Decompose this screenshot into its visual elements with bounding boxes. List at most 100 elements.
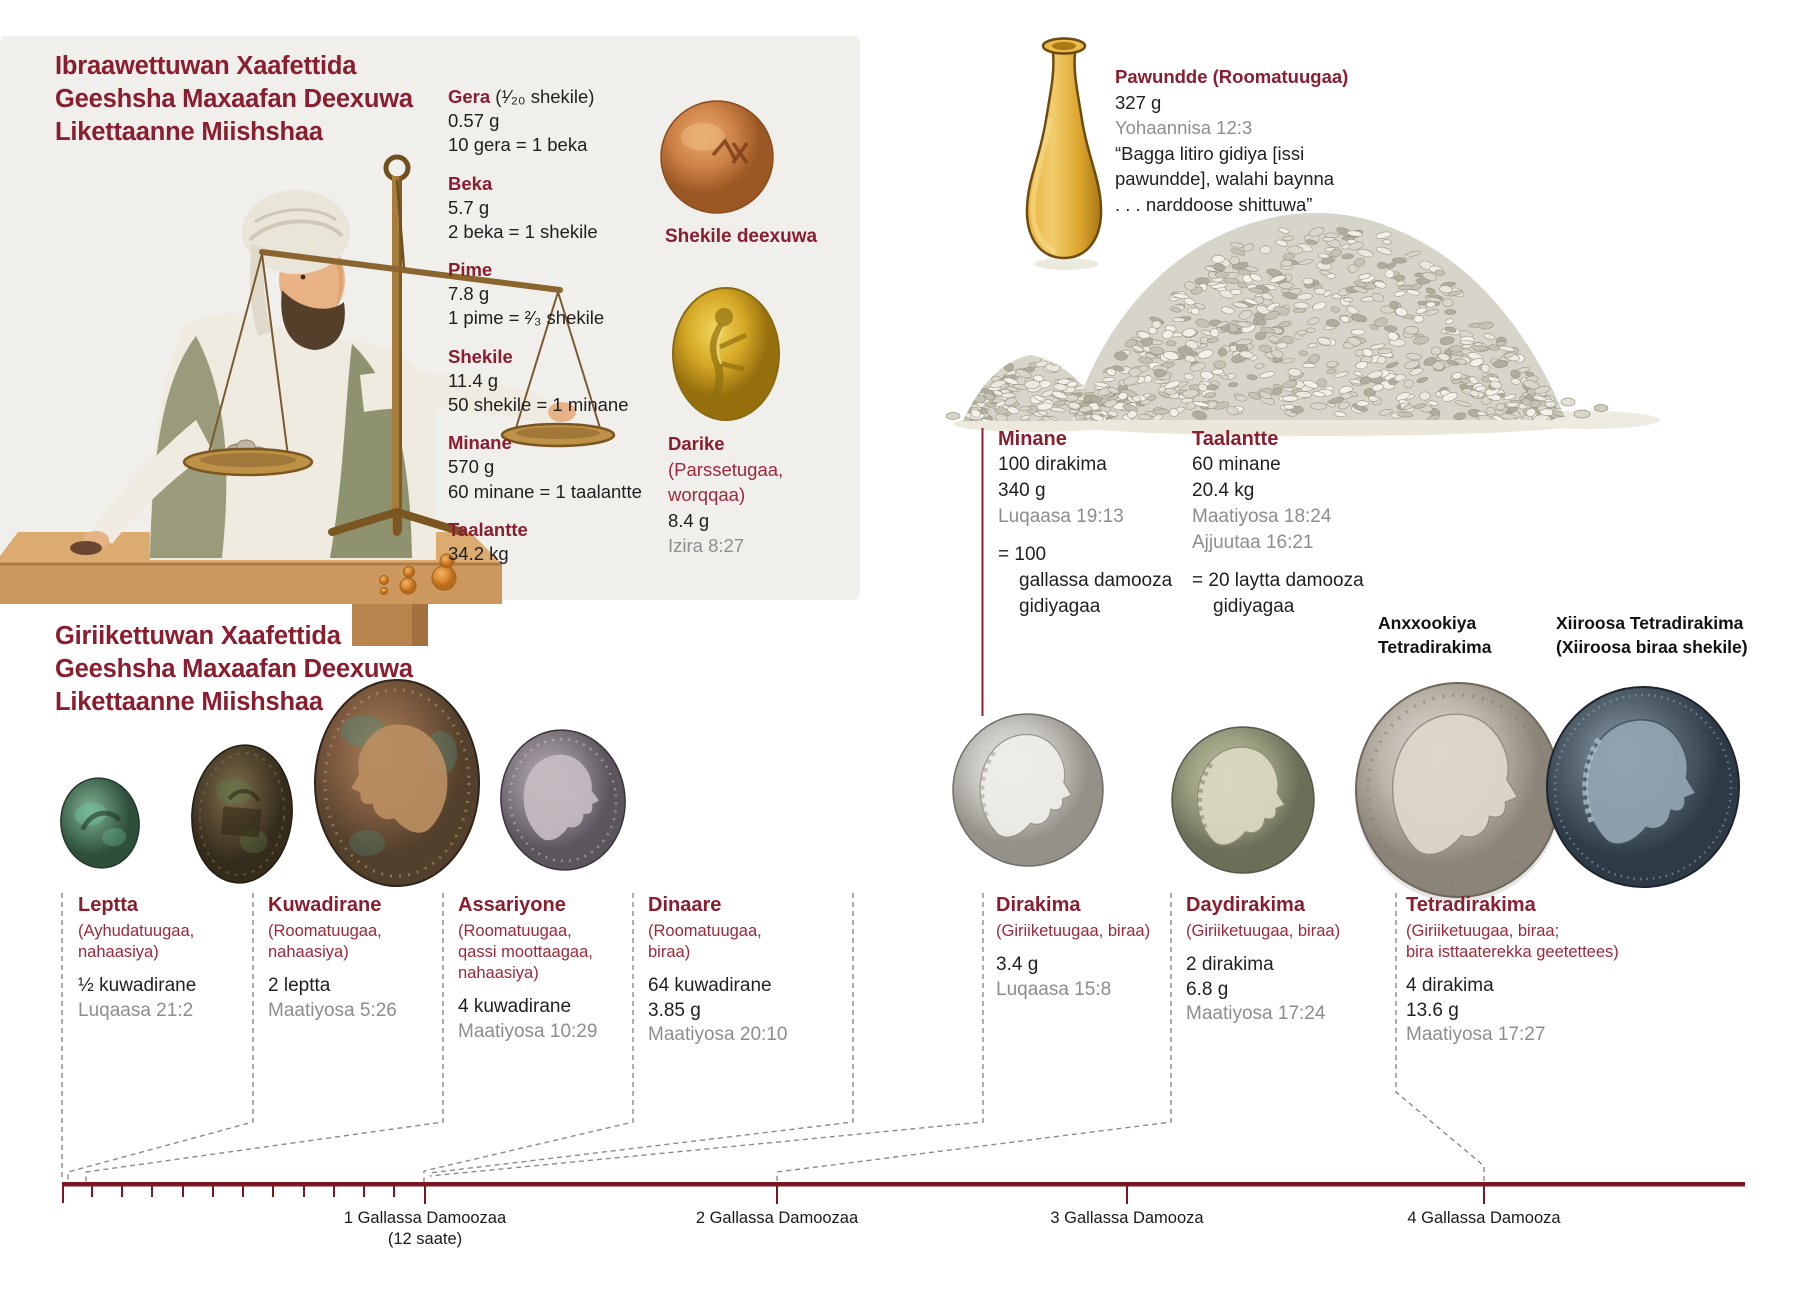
pile-coin [1281,335,1294,345]
pile-coin [1152,408,1169,415]
pile-coin [1498,345,1515,352]
pile-coin [1001,392,1016,399]
pile-coin [1499,413,1517,420]
timeline-label-1: 1 Gallassa Damoozaa (12 saate) [343,1209,507,1248]
weight-line: 50 shekile = 1 minane [448,394,629,416]
mina-heading: Minane [998,428,1067,450]
pile-coin [1232,301,1249,309]
coin-piles-illustration [945,212,1660,436]
weight-suffix: (¹⁄₂₀ shekile) [490,86,595,107]
coin-reference: Maatiyosa 20:10 [648,1024,788,1045]
pile-coin [1489,380,1502,390]
stray-coins [945,397,1609,420]
pile-coin [1350,314,1368,323]
pile-coin [1406,250,1421,257]
pile-coin [1183,373,1194,381]
pile-coin [1078,405,1093,413]
coin-entry-dirakima: Dirakima (Giriiketuugaa, biraa) 3.4 g Lu… [996,893,1181,1002]
didrachma-coin [1171,726,1315,874]
weight-name: Beka [448,172,493,194]
coin-origin-line: (Giriiketuugaa, biraa) [996,922,1151,940]
talent-equivalence-line: = 20 laytta damooza [1192,570,1364,591]
pile-coin [1437,353,1450,361]
as-coin [314,679,480,887]
pile-coin [1338,401,1350,410]
pile-coin [1226,405,1239,416]
daric-origin-line: worqqaa) [668,484,746,505]
pile-coin [1415,278,1431,284]
pile-coin [1382,239,1392,245]
pile-coin [1184,281,1196,291]
weight-line: 1 pime = ²⁄₃ shekile [448,307,605,329]
pile-coin [1259,245,1272,255]
pile-coin [1292,308,1307,313]
coin-value: 4 dirakima [1406,975,1494,996]
pile-coin [1261,292,1273,300]
weight-item-minane: Minane 570 g 60 minane = 1 taalantte [448,430,678,504]
pile-coin [1210,283,1228,289]
pile-coin [1066,381,1078,388]
pile-coin [1427,400,1439,406]
pile-coin [973,395,986,404]
pile-coin [1197,383,1208,392]
pile-coin [1228,382,1239,388]
shekel-stone-caption: Shekile deexuwa [665,226,818,247]
pile-coin [1352,286,1368,293]
pile-coin [1346,230,1363,237]
timeline-label-2: 2 Gallassa Damoozaa [695,1209,859,1227]
pile-coin [1347,336,1362,346]
pile-coin [1353,258,1365,267]
pile-coin [1413,336,1429,345]
coin-entry-leptta: Leptta (Ayhudatuugaa, nahaasiya) ½ kuwad… [78,893,248,1023]
title-line: Geeshsha Maxaafan Deexuwa [55,85,413,113]
title-line: Geeshsha Maxaafan Deexuwa [55,655,413,683]
pile-coin [1395,280,1405,287]
tyre-tetradrachm-label: Xiiroosa Tetradirakima (Xiiroosa biraa s… [1556,613,1748,657]
pile-coin [1385,361,1399,369]
daric-coin-illustration [672,287,780,421]
daric-text-block: Darike (Parssetugaa, worqqaa) 8.4 g Izir… [668,431,838,559]
pile-coin [1358,273,1371,280]
mina-line: 100 dirakima [998,454,1107,475]
pile-coin [1324,232,1340,238]
pile-coin [1510,378,1521,385]
title-line: Likettaanne Miishshaa [55,688,323,716]
pile-coin [1459,340,1475,345]
pile-coin [1197,349,1214,359]
pile-coin [1137,413,1152,420]
coin-origin-line: nahaasiya) [458,964,539,982]
pile-coin [1413,403,1427,409]
coin-origin-line: (Roomatuugaa, [648,922,762,940]
weight-stones-illustration [379,553,457,595]
coin-value: 2 dirakima [1186,954,1274,975]
pile-coin [1256,319,1267,326]
pile-coin [1206,384,1218,391]
coin-name: Dirakima [996,894,1081,916]
coin-value: ½ kuwadirane [78,975,197,996]
coin-value: 13.6 g [1406,999,1459,1021]
pile-coin [1124,339,1138,348]
coin-origin-line: qassi moottaagaa, [458,943,593,961]
weight-line: 7.8 g [448,283,490,305]
timeline-label-3: 3 Gallassa Damooza [1050,1209,1204,1227]
pile-coin [1249,287,1264,294]
coin-name: Dinaare [648,894,722,916]
weight-line: 570 g [448,456,495,478]
coin-origin-line: nahaasiya) [268,943,349,961]
greek-section-title: Giriikettuwan Xaafettida Geeshsha Maxaaf… [55,620,413,719]
coin-name: Leptta [78,894,138,916]
pile-coin [1412,314,1425,323]
pile-coin [1468,376,1479,385]
pile-coin [1303,380,1319,389]
weight-item-taalantte: Taalantte 34.2 kg [448,517,678,566]
pile-coin [1405,352,1422,361]
pile-coin [1091,414,1104,421]
pile-coin [1112,365,1125,372]
pile-coin [1102,376,1116,383]
weight-name: Gera [448,86,491,107]
pile-coin [1355,361,1368,370]
pile-coin [1287,245,1304,255]
pile-coin [1230,248,1246,256]
pile-coin [1239,350,1254,359]
pile-coin [1182,328,1197,338]
